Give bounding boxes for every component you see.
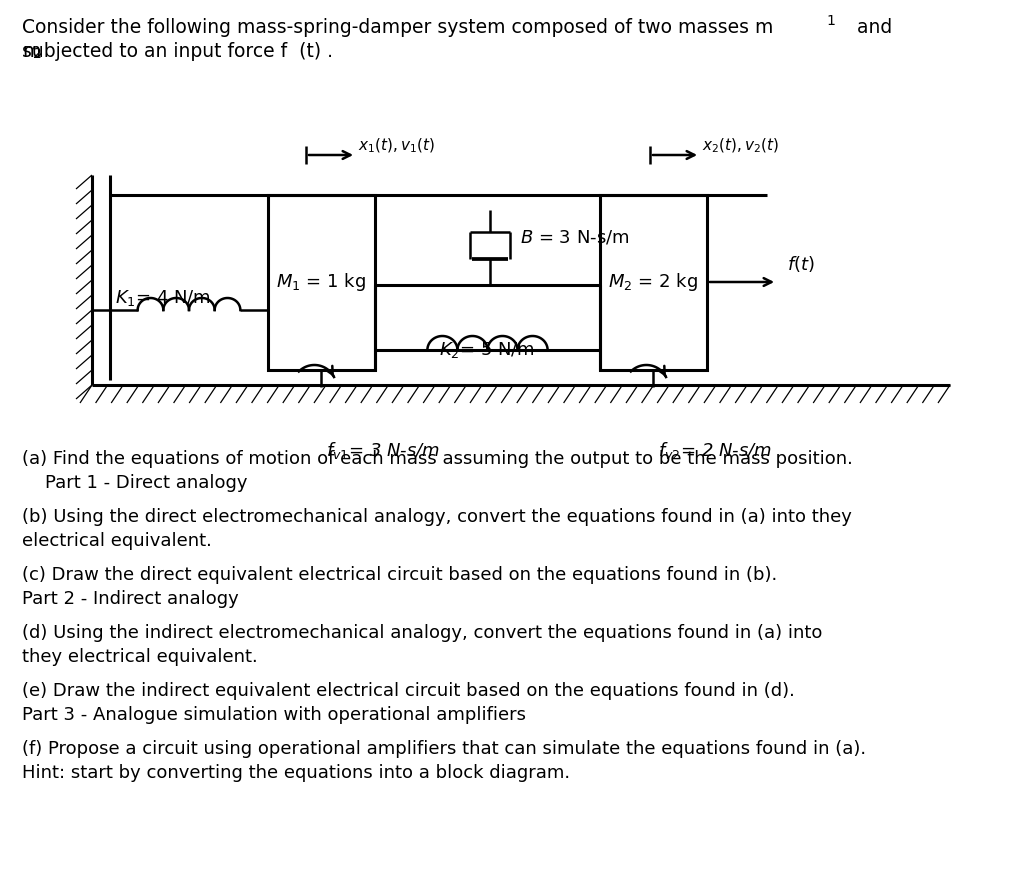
Text: (f) Propose a circuit using operational amplifiers that can simulate the equatio: (f) Propose a circuit using operational … xyxy=(22,740,866,758)
Text: $x_2(t), v_2(t)$: $x_2(t), v_2(t)$ xyxy=(702,137,779,155)
Text: $f(t)$: $f(t)$ xyxy=(787,254,815,274)
Text: $M_1$ = 1 kg: $M_1$ = 1 kg xyxy=(276,271,366,293)
Text: Part 2 - Indirect analogy: Part 2 - Indirect analogy xyxy=(22,590,239,608)
Bar xyxy=(600,195,707,370)
Text: and: and xyxy=(845,18,892,37)
Text: they electrical equivalent.: they electrical equivalent. xyxy=(22,648,258,666)
Text: Part 1 - Direct analogy: Part 1 - Direct analogy xyxy=(22,474,248,492)
Bar xyxy=(268,195,375,370)
Text: (e) Draw the indirect equivalent electrical circuit based on the equations found: (e) Draw the indirect equivalent electri… xyxy=(22,682,795,700)
Text: m: m xyxy=(22,42,40,61)
Text: $M_2$ = 2 kg: $M_2$ = 2 kg xyxy=(608,271,698,293)
Text: 1: 1 xyxy=(826,14,835,28)
Text: (c) Draw the direct equivalent electrical circuit based on the equations found i: (c) Draw the direct equivalent electrica… xyxy=(22,566,777,584)
Text: (b) Using the direct electromechanical analogy, convert the equations found in (: (b) Using the direct electromechanical a… xyxy=(22,508,852,526)
Text: Consider the following mass-spring-damper system composed of two masses m: Consider the following mass-spring-dampe… xyxy=(22,18,773,37)
Text: Hint: start by converting the equations into a block diagram.: Hint: start by converting the equations … xyxy=(22,764,570,782)
Text: $K_2$= 5 N/m: $K_2$= 5 N/m xyxy=(439,340,535,360)
Text: $f_{v2}$= 2 N-s/m: $f_{v2}$= 2 N-s/m xyxy=(658,440,772,461)
Text: (d) Using the indirect electromechanical analogy, convert the equations found in: (d) Using the indirect electromechanical… xyxy=(22,624,822,642)
Text: Part 3 - Analogue simulation with operational amplifiers: Part 3 - Analogue simulation with operat… xyxy=(22,706,526,724)
Text: $x_1(t), v_1(t)$: $x_1(t), v_1(t)$ xyxy=(358,137,435,155)
Text: (a) Find the equations of motion of each mass assuming the output to be the mass: (a) Find the equations of motion of each… xyxy=(22,450,853,468)
Text: electrical equivalent.: electrical equivalent. xyxy=(22,532,212,550)
Text: $K_1$= 4 N/m: $K_1$= 4 N/m xyxy=(115,288,211,308)
Text: subjected to an input force f  (t) .: subjected to an input force f (t) . xyxy=(22,42,333,61)
Text: $f_{v1}$= 3 N-s/m: $f_{v1}$= 3 N-s/m xyxy=(326,440,440,461)
Text: $B$ = 3 N-s/m: $B$ = 3 N-s/m xyxy=(520,228,630,246)
Text: 2: 2 xyxy=(33,47,42,61)
